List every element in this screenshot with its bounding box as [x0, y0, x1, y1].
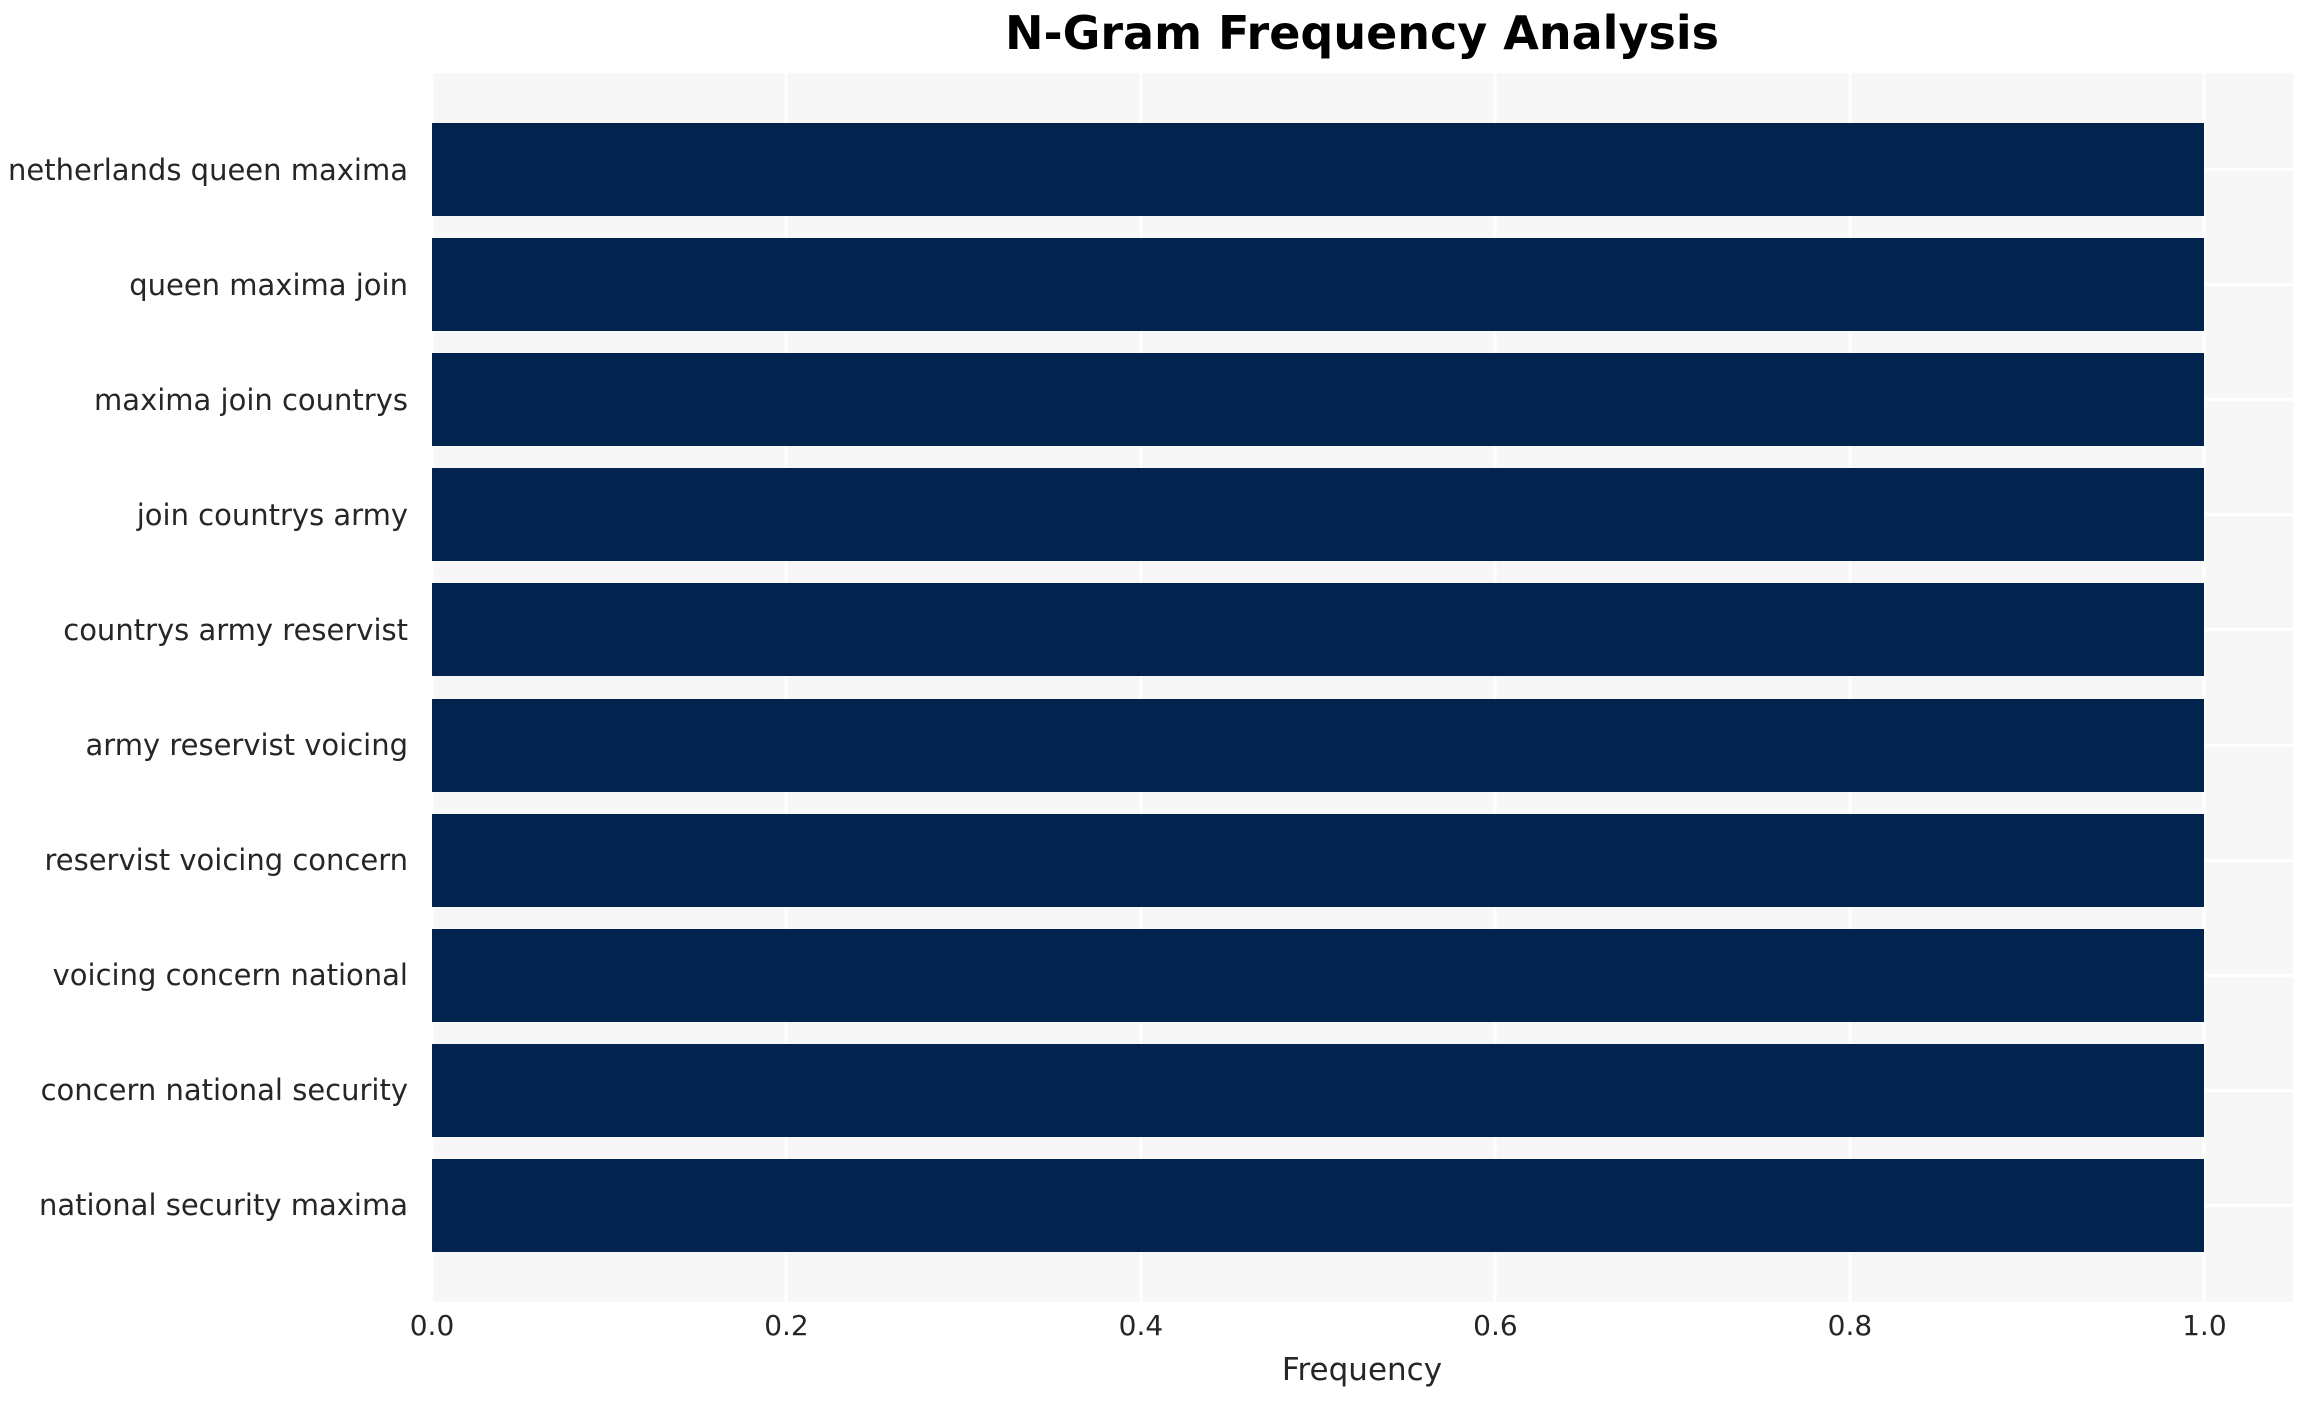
x-axis-ticks: 0.0 0.2 0.4 0.6 0.8 1.0 — [410, 1309, 2293, 1349]
y-tick-label: join countrys army — [136, 497, 408, 532]
y-tick-label: maxima join countrys — [94, 382, 408, 417]
y-axis-labels: netherlands queen maxima queen maxima joi… — [0, 73, 420, 1302]
chart-title: N-Gram Frequency Analysis — [1005, 6, 1719, 60]
vertical-gridline — [430, 73, 434, 1302]
bar — [432, 238, 2205, 332]
bar — [432, 1043, 2205, 1137]
vertical-gridline — [2202, 73, 2206, 1302]
y-tick-label: concern national security — [40, 1073, 408, 1108]
y-tick-label: queen maxima join — [129, 267, 408, 302]
x-tick-label: 0.4 — [1118, 1309, 1164, 1342]
bar — [432, 813, 2205, 907]
x-tick-label: 0.8 — [1827, 1309, 1873, 1342]
x-tick-label: 0.2 — [764, 1309, 809, 1342]
bar — [432, 1158, 2205, 1252]
y-tick-label: countrys army reservist — [63, 612, 408, 647]
bars-container — [432, 73, 2293, 1302]
bar — [432, 698, 2205, 792]
vertical-gridline — [1848, 73, 1852, 1302]
x-axis-title: Frequency — [1281, 1352, 1443, 1388]
y-tick-label: army reservist voicing — [85, 728, 408, 763]
x-tick-label: 0.0 — [409, 1309, 455, 1342]
x-tick-label: 0.6 — [1473, 1309, 1518, 1342]
vertical-gridline — [784, 73, 788, 1302]
vertical-gridline — [1493, 73, 1497, 1302]
x-tick-label: 1.0 — [2182, 1309, 2227, 1342]
bar — [432, 468, 2205, 562]
y-tick-label: national security maxima — [38, 1188, 408, 1223]
bar — [432, 123, 2205, 216]
bar — [432, 353, 2205, 447]
bar — [432, 583, 2205, 677]
vertical-gridline — [1139, 73, 1143, 1302]
bar — [432, 928, 2205, 1022]
plot-area — [430, 73, 2293, 1302]
y-tick-label: voicing concern national — [52, 958, 408, 993]
y-tick-label: netherlands queen maxima — [7, 152, 408, 187]
y-tick-label: reservist voicing concern — [44, 843, 408, 878]
